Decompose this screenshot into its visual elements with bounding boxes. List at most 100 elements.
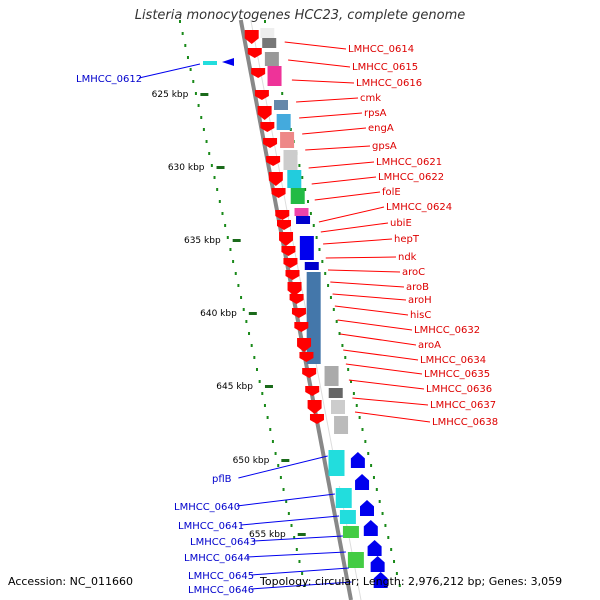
forward-gene-arrow: [268, 172, 283, 186]
cds-block: [296, 216, 311, 224]
guide-dot: [338, 332, 341, 335]
scale-tick-mark: [216, 166, 225, 169]
reverse-gene-label: LMHCC_0645: [188, 571, 254, 582]
guide-dot: [218, 200, 221, 203]
guide-dot: [329, 296, 332, 299]
cds-block: [283, 150, 298, 170]
forward-gene-arrow: [279, 232, 294, 246]
leader-line: [311, 176, 377, 185]
guide-dot: [318, 248, 321, 251]
guide-dot: [221, 212, 224, 215]
guide-dot: [355, 404, 358, 407]
guide-dot: [266, 416, 269, 419]
guide-dot: [309, 212, 312, 215]
guide-dot: [258, 380, 261, 383]
forward-gene-label: LMHCC_0637: [430, 400, 496, 411]
forward-gene-label: LMHCC_0614: [348, 44, 414, 55]
leader-line: [328, 269, 401, 273]
forward-gene-label: LMHCC_0638: [432, 417, 498, 428]
forward-gene-label: LMHCC_0616: [356, 78, 422, 89]
cds-block: [306, 272, 321, 364]
guide-dot: [390, 548, 393, 551]
guide-dot: [344, 356, 347, 359]
scale-tick-label: 650 kbp: [233, 456, 270, 466]
forward-gene-arrow: [299, 352, 314, 362]
guide-dot: [226, 236, 229, 239]
scale-tick-mark: [297, 533, 306, 536]
guide-dot: [282, 488, 285, 491]
guide-dot: [381, 512, 384, 515]
guide-dot: [298, 164, 301, 167]
guide-dot: [290, 524, 293, 527]
guide-dot: [295, 548, 298, 551]
guide-dot: [324, 272, 327, 275]
reverse-gene-label: LMHCC_0646: [188, 585, 254, 596]
leader-line: [305, 145, 371, 151]
forward-gene-label: LMHCC_0621: [376, 157, 442, 168]
leader-line: [348, 379, 425, 390]
forward-gene-arrow: [271, 188, 286, 198]
cds-block: [333, 476, 350, 486]
leader-line: [238, 455, 328, 479]
cds-block: [294, 208, 309, 216]
guide-dot: [189, 68, 192, 71]
guide-dot: [208, 152, 211, 155]
guide-dot: [194, 92, 197, 95]
forward-gene-label: aroH: [408, 295, 432, 306]
cds-block: [328, 450, 345, 476]
forward-gene-label: LMHCC_0636: [426, 384, 492, 395]
forward-gene-arrow: [254, 90, 269, 100]
cds-block: [267, 66, 282, 86]
forward-gene-label: LMHCC_0632: [414, 325, 480, 336]
scale-tick-mark: [264, 385, 273, 388]
guide-dot: [269, 428, 272, 431]
cds-block: [339, 510, 356, 524]
guide-dot: [271, 440, 274, 443]
cds-block: [304, 262, 319, 270]
guide-dot: [307, 200, 310, 203]
forward-gene-arrow: [302, 368, 317, 378]
leader-line: [330, 281, 405, 288]
guide-dot: [253, 356, 256, 359]
reverse-gene-arrow: [355, 474, 370, 490]
guide-dot: [361, 428, 364, 431]
forward-gene-label: aroB: [406, 282, 429, 293]
guide-dot: [395, 572, 398, 575]
guide-dot: [387, 536, 390, 539]
guide-dot: [301, 572, 304, 575]
cds-block: [290, 188, 305, 204]
reverse-gene-label: LMHCC_0644: [184, 553, 250, 564]
forward-gene-label: aroC: [402, 267, 425, 278]
guide-dot: [327, 284, 330, 287]
forward-gene-arrow: [281, 246, 296, 256]
guide-dot: [216, 188, 219, 191]
guide-dot: [263, 404, 266, 407]
reverse-gene-arrow: [363, 520, 378, 536]
guide-dot: [192, 80, 195, 83]
cds-block: [264, 52, 279, 66]
cds-block: [334, 416, 349, 434]
reverse-gene-label: LMHCC_0612: [76, 74, 142, 85]
guide-dot: [277, 464, 280, 467]
leader-line: [345, 363, 423, 375]
leader-line: [250, 581, 352, 590]
leader-line: [236, 493, 335, 507]
guide-dot: [321, 260, 324, 263]
scale-tick-mark: [232, 239, 241, 242]
guide-dot: [372, 476, 375, 479]
guide-dot: [312, 224, 315, 227]
guide-dot: [232, 260, 235, 263]
cds-block: [331, 400, 345, 414]
guide-dot: [248, 332, 251, 335]
forward-gene-label: ubiE: [390, 218, 412, 229]
guide-dot: [341, 344, 344, 347]
reverse-gene-arrow: [370, 556, 385, 572]
forward-gene-arrow: [263, 138, 278, 148]
forward-gene-arrow: [257, 106, 272, 120]
scale-tick-label: 630 kbp: [168, 163, 205, 173]
forward-gene-label: LMHCC_0634: [420, 355, 486, 366]
guide-dot: [264, 20, 266, 23]
guide-dot: [202, 128, 205, 131]
